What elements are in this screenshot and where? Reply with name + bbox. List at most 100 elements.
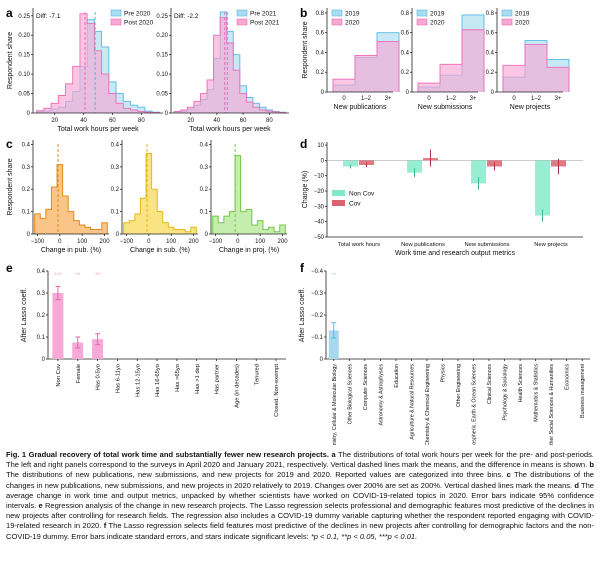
y-tick-label-f: −0.4 (311, 269, 324, 275)
x-tick-label-a2: 80 (266, 118, 273, 124)
y-tick-label-d: 0 (321, 158, 325, 164)
xlabel-d: Work time and research output metrics (395, 250, 516, 257)
x-tick-label-f: Astronomy & Astrophysics (378, 364, 384, 426)
x-tick-label-a2: 60 (240, 118, 247, 124)
diff-label-a2: Diff: -2.2 (174, 13, 199, 20)
y-tick-label-b3: 0.6 (486, 31, 495, 37)
x-tick-label-c2: 0 (147, 239, 151, 245)
bar-e (72, 342, 84, 359)
xlabel-b1: New publications (334, 104, 387, 111)
y-tick-label-a2: 0 (165, 111, 169, 117)
y-tick-label-e: 0.1 (37, 335, 46, 341)
caption-c-text: The distributions of the changes in new … (6, 470, 594, 490)
y-tick-label-a1: 0 (27, 111, 31, 117)
y-tick-label-e: 0.3 (37, 291, 46, 297)
y-tick-label-a1: 0.10 (18, 72, 30, 78)
ylabel-d: Change (%) (302, 171, 309, 208)
y-tick-label-b2: 0.2 (401, 70, 410, 76)
hist-c3 (212, 155, 286, 234)
legend-label-a2: Pre 2021 (250, 11, 277, 18)
x-tick-label-a2: 40 (214, 118, 221, 124)
ylabel-a: Respondent share (7, 32, 14, 89)
y-tick-label-b1: 0.2 (316, 70, 325, 76)
caption-b-text: The distributions of new publications, n… (6, 470, 504, 480)
x-tick-label-f: Other Engineering (456, 364, 462, 407)
x-tick-label-f: Agriculture & Natural Resources (409, 364, 415, 440)
y-tick-label-c1: 0.4 (22, 142, 31, 148)
significance-stars-e: *** (54, 272, 62, 279)
y-tick-label-a2: 0.20 (156, 33, 168, 39)
y-tick-label-d: −50 (314, 235, 325, 241)
y-tick-label-a2: 0.15 (156, 53, 168, 59)
y-tick-label-c1: 0 (27, 232, 31, 238)
ylabel-c: Respondent share (7, 158, 14, 215)
bar-d-noncov (471, 160, 486, 184)
y-tick-label-f: −0.3 (311, 291, 324, 297)
hist-a1-series-2 (36, 13, 160, 114)
y-tick-label-c2: 0 (116, 232, 120, 238)
x-tick-label-f: Physics (440, 364, 446, 383)
y-tick-label-c1: 0.3 (22, 165, 31, 171)
x-tick-label-d: New publications (401, 242, 445, 248)
y-tick-label-d: 10 (317, 143, 324, 149)
x-tick-label-d: Total work hours (338, 242, 380, 248)
x-tick-label-b1: 1–2 (361, 96, 372, 102)
x-tick-label-a2: 20 (187, 118, 194, 124)
x-tick-label-c3: 200 (278, 239, 289, 245)
x-tick-label-f: Education (394, 364, 400, 388)
caption-letter-c: c (506, 470, 511, 480)
x-tick-label-c1: 0 (58, 239, 62, 245)
bar-d-noncov (535, 160, 550, 216)
caption-d-text: The average change in work time and outp… (6, 480, 594, 511)
x-tick-label-b3: 0 (512, 96, 516, 102)
x-tick-label-f: Biochemistry, Cellular & Molecular Biolo… (332, 364, 338, 445)
y-tick-label-b1: 0.4 (316, 50, 325, 56)
x-tick-label-f: Mathematics & Statistics (534, 364, 540, 422)
x-tick-label-e: Has >1 dep (195, 364, 201, 394)
bar-f (328, 330, 339, 359)
y-tick-label-c3: 0.4 (200, 142, 209, 148)
xlabel-a1: Total work hours per week (57, 126, 139, 133)
caption-letter-e: e (38, 501, 43, 511)
x-tick-label-e: Non Cov (56, 364, 62, 387)
legend-swatch-b1 (331, 18, 343, 26)
x-tick-label-c3: 0 (236, 239, 240, 245)
legend-label-a1: Post 2020 (124, 20, 154, 27)
y-tick-label-b2: 0.8 (401, 11, 410, 17)
bar-e (92, 339, 104, 359)
y-tick-label-e: 0 (42, 357, 46, 363)
x-tick-label-d: New submissions (464, 242, 509, 248)
x-tick-label-f: Other Social Sciences & Humanities (549, 364, 555, 445)
x-tick-label-f: Atmospheric, Earth & Ocean Sciences (472, 364, 478, 445)
x-tick-label-e: Age (in decades) (234, 364, 240, 408)
x-tick-label-c2: 100 (166, 239, 177, 245)
panel-letter-d: d (300, 137, 307, 151)
y-tick-label-a1: 0.15 (18, 53, 30, 59)
ylabel-b: Respondent share (302, 21, 309, 78)
x-tick-label-b2: 3+ (470, 96, 477, 102)
y-tick-label-f: −0.1 (311, 335, 324, 341)
x-tick-label-c2: 200 (189, 239, 200, 245)
legend-swatch-b2 (416, 9, 428, 17)
y-tick-label-d: −30 (314, 204, 325, 210)
y-tick-label-d: −10 (314, 174, 325, 180)
figure-caption: Fig. 1 Gradual recovery of total work ti… (6, 450, 594, 542)
x-tick-label-f: Business management (580, 363, 586, 417)
x-tick-label-e: Has 16-65yo (155, 364, 161, 397)
y-tick-label-a2: 0.10 (156, 72, 168, 78)
y-tick-label-b2: 0 (406, 90, 410, 96)
x-tick-label-b3: 1–2 (531, 96, 542, 102)
bar-d-noncov (407, 160, 422, 173)
x-tick-label-b2: 1–2 (446, 96, 457, 102)
y-tick-label-b3: 0.2 (486, 70, 495, 76)
x-tick-label-e: Closed. Non-exempt (274, 364, 280, 417)
caption-a-text: The distributions of total work hours pe… (6, 450, 594, 470)
xlabel-b2: New submissions (418, 104, 473, 111)
caption-letter-d: d (574, 480, 579, 490)
legend-swatch-b3 (501, 18, 513, 26)
x-tick-label-b1: 3+ (385, 96, 392, 102)
legend-label-a1: Pre 2020 (124, 11, 151, 18)
y-tick-label-a1: 0.25 (18, 14, 30, 20)
legend-swatch-d (332, 190, 345, 196)
